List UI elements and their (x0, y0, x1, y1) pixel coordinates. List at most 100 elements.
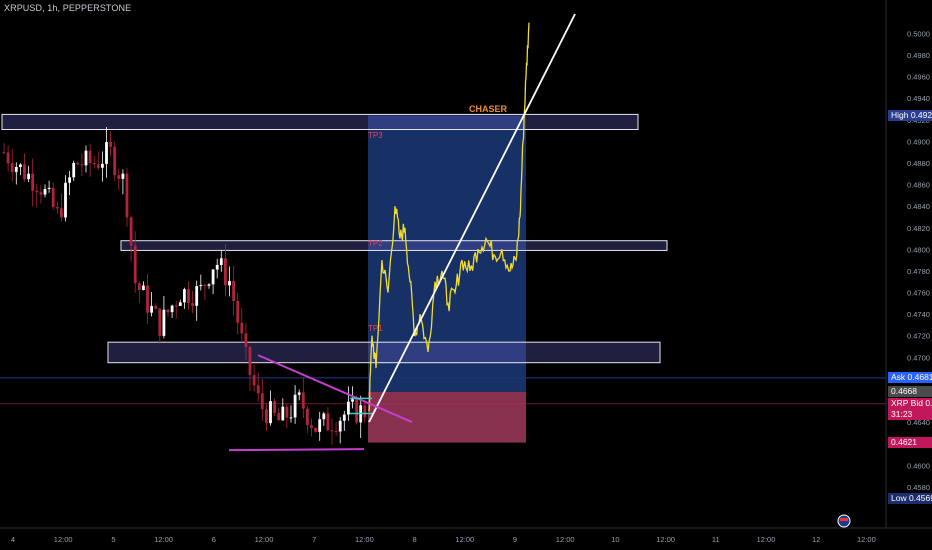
tp-label: TP2 (368, 239, 383, 248)
candle-body (219, 258, 223, 265)
candle-body (101, 163, 104, 168)
price-tick-label: 0.4780 (907, 267, 930, 276)
time-tick-label: 12:00 (656, 535, 675, 544)
candle-body (2, 152, 6, 154)
candle-body (211, 269, 215, 285)
candle-body (338, 420, 342, 432)
candle-body (19, 164, 22, 168)
candle-body (256, 385, 260, 394)
candle-body (326, 413, 330, 431)
candle-body (301, 392, 305, 409)
time-tick-label: 12:00 (54, 535, 73, 544)
candle-body (289, 417, 293, 419)
candle-body (23, 164, 26, 180)
candle-body (306, 408, 309, 426)
time-tick-label: 5 (111, 535, 115, 544)
price-tag: XRP Bid 0.4657 (888, 398, 932, 410)
candle-body (273, 401, 276, 413)
candle-body (146, 285, 149, 313)
candle-body (47, 187, 51, 189)
candle-body (109, 142, 112, 147)
candle-body (117, 175, 121, 179)
flag-icon-stripe (840, 518, 848, 521)
time-tick-label: 9 (513, 535, 517, 544)
candle-body (269, 401, 272, 424)
candle-body (334, 431, 338, 433)
price-tag: 0.4621 (888, 437, 932, 449)
candle-body (191, 303, 194, 306)
candle-body (281, 406, 285, 421)
candle-body (170, 305, 174, 313)
candle-body (260, 393, 264, 410)
candle-body (228, 281, 231, 286)
candle-body (252, 375, 256, 386)
time-tick-label: 12:00 (255, 535, 274, 544)
time-tick-label: 10 (611, 535, 619, 544)
candle-body (88, 150, 92, 164)
candle-body (215, 264, 219, 270)
candle-body (6, 152, 10, 164)
price-tick-label: 0.4940 (907, 94, 930, 103)
price-tick-label: 0.4980 (907, 51, 930, 60)
candle-body (166, 309, 170, 313)
candle-body (342, 414, 346, 421)
candle-body (43, 188, 47, 195)
price-tag: 0.4668 (888, 386, 932, 398)
candle-body (322, 413, 326, 420)
candle-body (55, 207, 59, 209)
time-tick-label: 12:00 (154, 535, 173, 544)
candle-body (150, 306, 153, 313)
candle-body (96, 164, 100, 168)
candle-body (232, 281, 235, 301)
trend-line (368, 13, 576, 423)
candle-body (105, 142, 108, 164)
candle-body (51, 187, 55, 208)
price-tick-label: 0.5000 (907, 29, 930, 38)
candle-body (293, 394, 297, 418)
candle-body (297, 392, 301, 395)
candle-body (240, 322, 244, 334)
candle-body (125, 173, 129, 218)
time-tick-label: 8 (413, 535, 417, 544)
candle-body (330, 430, 334, 432)
candle-body (236, 300, 240, 323)
price-tag: Low 0.4569 (888, 493, 932, 505)
candle-body (84, 150, 88, 166)
time-tick-label: 12:00 (556, 535, 575, 544)
candle-body (310, 425, 313, 428)
candle-body (224, 258, 227, 286)
candle-body (363, 405, 367, 418)
wedge-lower (228, 448, 365, 452)
candle-body (203, 284, 207, 286)
time-tick-label: 6 (212, 535, 216, 544)
candle-body (207, 284, 211, 286)
candle-body (199, 284, 203, 287)
tp-label: TP1 (368, 324, 383, 333)
candle-body (76, 162, 80, 165)
candle-body (285, 406, 289, 418)
candle-body (314, 427, 317, 432)
candle-body (80, 164, 84, 166)
price-tick-label: 0.4960 (907, 73, 930, 82)
price-tick-label: 0.4860 (907, 181, 930, 190)
candle-body (158, 308, 162, 336)
projection-path (368, 22, 530, 412)
price-tick-label: 0.4760 (907, 289, 930, 298)
candle-body (31, 173, 35, 191)
time-tick-label: 7 (312, 535, 316, 544)
candle-body (133, 245, 137, 284)
candle-body (60, 208, 63, 218)
candle-body (137, 283, 141, 290)
candle-body (10, 163, 14, 172)
price-tick-label: 0.4700 (907, 353, 930, 362)
candle-body (35, 190, 39, 193)
candle-body (265, 409, 268, 424)
chart-title: XRPUSD, 1h, PEPPERSTONE (4, 3, 132, 13)
price-tick-label: 0.4880 (907, 159, 930, 168)
wedge-upper (257, 354, 413, 423)
candle-body (27, 173, 30, 180)
time-tick-label: 12:00 (857, 535, 876, 544)
candle-body (318, 419, 322, 432)
